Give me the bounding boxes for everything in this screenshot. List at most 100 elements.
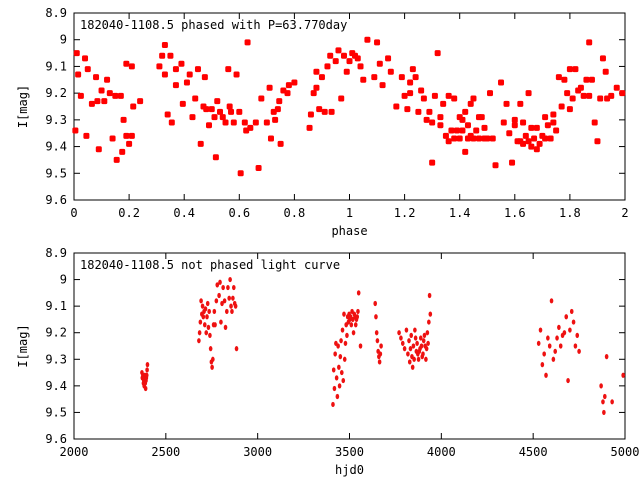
phased-data-point: [583, 76, 590, 83]
phased-y-tick-label: 9.4: [45, 140, 67, 154]
unphased-data-point: [200, 303, 205, 309]
phased-data-point: [542, 114, 549, 121]
phased-data-point: [594, 138, 601, 145]
phased-data-point: [263, 119, 270, 126]
phased-data-point: [343, 68, 350, 75]
unphased-data-point: [410, 364, 415, 370]
phased-data-point: [212, 154, 219, 161]
unphased-x-tick-label: 2000: [60, 445, 89, 459]
unphased-data-point: [402, 346, 407, 352]
unphased-data-point: [331, 367, 336, 373]
phased-data-point: [233, 71, 240, 78]
unphased-data-point: [558, 343, 563, 349]
phased-data-point: [225, 66, 232, 73]
unphased-data-point: [428, 311, 433, 317]
unphased-data-point: [399, 335, 403, 341]
unphased-data-point: [222, 298, 227, 304]
unphased-data-point: [203, 306, 208, 312]
unphased-data-point: [341, 377, 346, 384]
unphased-x-tick-label: 2500: [151, 445, 180, 459]
phased-data-point: [172, 66, 179, 73]
unphased-y-tick-label: 9: [60, 273, 67, 287]
phased-data-point: [73, 50, 80, 57]
phased-data-point: [211, 114, 218, 121]
unphased-data-point: [568, 327, 572, 333]
unphased-data-point: [404, 327, 409, 333]
phased-data-point: [517, 100, 524, 107]
unphased-data-point: [412, 356, 416, 362]
phased-data-point: [106, 90, 113, 97]
unphased-data-point: [407, 338, 411, 344]
phased-data-point: [407, 90, 414, 97]
unphased-data-point: [425, 330, 430, 336]
unphased-ticks: 2000 2500 3000 3500 4000 4500 5000 8.9 9 9.1 9.2 9.…: [45, 246, 639, 459]
phased-data-point: [159, 52, 166, 59]
unphased-y-tick-label: 9.3: [45, 352, 67, 366]
phased-x-tick-label: 0.8: [284, 206, 306, 220]
phased-data-point: [470, 135, 477, 142]
unphased-data-point: [208, 346, 213, 352]
phased-data-point: [536, 140, 543, 147]
unphased-data-point: [212, 308, 217, 315]
unphased-y-tick-label: 8.9: [45, 246, 67, 260]
unphased-data-point: [202, 322, 207, 328]
phased-data-point: [398, 74, 405, 81]
phased-data-point: [244, 39, 251, 46]
phased-data-point: [569, 95, 576, 102]
unphased-data-point: [557, 324, 561, 330]
phased-data-point: [101, 98, 108, 105]
unphased-data-point: [342, 311, 346, 317]
unphased-data-point: [604, 354, 609, 360]
unphased-data-point: [211, 356, 215, 362]
unphased-data-point: [602, 409, 606, 416]
phased-data-point: [401, 92, 408, 99]
phased-data-point: [442, 132, 449, 139]
unphased-data-point: [331, 401, 335, 408]
unphased-data-point: [219, 319, 223, 325]
unphased-data-point: [421, 338, 426, 344]
unphased-data-point: [340, 327, 345, 333]
unphased-light-curve-chart: 182040-1108.5 not phased light curve hjd…: [16, 246, 639, 477]
unphased-data-point: [547, 343, 552, 349]
phased-y-axis-label: I[mag]: [16, 85, 30, 128]
phased-data-point: [492, 162, 499, 169]
unphased-data-point: [231, 295, 235, 301]
phased-data-point: [533, 124, 540, 131]
phased-data-point: [374, 39, 381, 46]
unphased-data-point: [422, 332, 427, 338]
unphased-data-point: [549, 298, 554, 304]
unphased-data-point: [221, 284, 225, 291]
phased-data-point: [429, 119, 436, 126]
phased-data-point: [379, 82, 386, 89]
phased-data-point: [407, 79, 414, 86]
unphased-y-tick-label: 9.2: [45, 326, 67, 340]
unphased-data-point: [407, 359, 412, 365]
unphased-data-point: [375, 338, 380, 344]
phased-data-point: [285, 82, 292, 89]
phased-data-point: [376, 60, 383, 67]
phased-data-point: [255, 164, 262, 171]
unphased-data-point: [210, 364, 214, 370]
unphased-data-point: [426, 340, 430, 346]
unphased-x-tick-label: 3500: [335, 445, 364, 459]
phased-x-tick-label: 1.2: [394, 206, 416, 220]
unphased-data-point: [418, 335, 423, 341]
unphased-data-point: [415, 340, 419, 346]
phased-data-point: [547, 135, 554, 142]
phased-data-point: [555, 74, 562, 81]
unphased-data-point: [566, 377, 570, 384]
phased-data-point: [252, 119, 259, 126]
unphased-data-point: [542, 351, 546, 357]
phased-data-point: [451, 135, 458, 142]
unphased-data-point: [424, 356, 428, 362]
phased-data-point: [412, 74, 419, 81]
phased-data-point: [528, 124, 535, 131]
unphased-data-point: [145, 367, 149, 373]
phased-data-point: [192, 95, 199, 102]
unphased-data-point: [345, 332, 349, 338]
phased-data-point: [528, 143, 535, 150]
phased-data-point: [511, 116, 518, 123]
unphased-data-point: [374, 330, 379, 336]
phased-data-point: [93, 74, 100, 81]
unphased-data-point: [206, 324, 211, 330]
